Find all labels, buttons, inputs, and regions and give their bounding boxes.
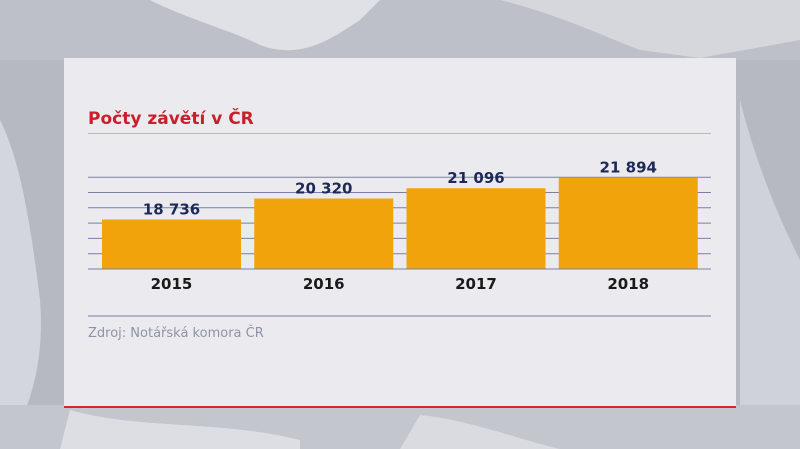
value-label-2016: 20 320 bbox=[295, 180, 352, 198]
category-label-2016: 2016 bbox=[303, 275, 345, 293]
chart-title: Počty závětí v ČR bbox=[88, 109, 254, 129]
bar-2017 bbox=[406, 188, 546, 269]
category-label-2018: 2018 bbox=[607, 275, 649, 293]
bar-2015 bbox=[102, 219, 241, 269]
bars bbox=[102, 177, 698, 269]
value-label-2018: 21 894 bbox=[600, 159, 657, 177]
bar-2016 bbox=[254, 198, 394, 269]
category-labels: 2015 2016 2017 2018 bbox=[151, 275, 650, 293]
category-label-2017: 2017 bbox=[455, 275, 497, 293]
value-label-2015: 18 736 bbox=[143, 200, 200, 218]
title-divider bbox=[88, 133, 711, 134]
value-labels: 18 736 20 320 21 096 21 894 bbox=[143, 159, 657, 219]
value-label-2017: 21 096 bbox=[447, 169, 504, 187]
source-note: Zdroj: Notářská komora ČR bbox=[88, 326, 264, 341]
category-label-2015: 2015 bbox=[151, 275, 193, 293]
bar-2018 bbox=[558, 177, 698, 269]
